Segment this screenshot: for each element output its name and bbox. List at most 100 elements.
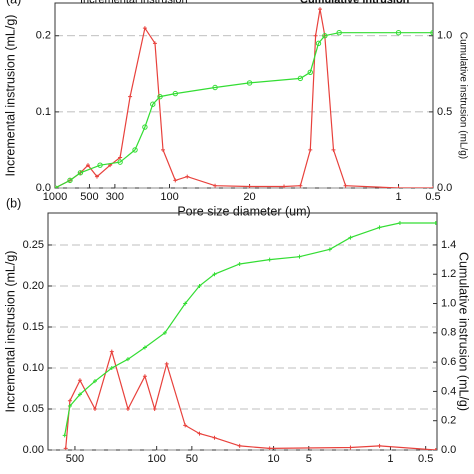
point: [125, 357, 130, 362]
y2-axis-label: Cumulative instrusion (mL/g): [457, 252, 471, 411]
point: [267, 257, 272, 262]
point: [142, 374, 147, 379]
point: [94, 174, 99, 179]
x-tick-label: 10: [267, 453, 279, 465]
point: [397, 220, 402, 225]
point: [164, 361, 169, 366]
point: [308, 147, 313, 152]
point: [125, 406, 130, 411]
y-tick-label: 0.10: [23, 362, 44, 374]
point: [430, 29, 433, 36]
point: [318, 7, 323, 12]
series-line: [55, 32, 433, 188]
point: [132, 147, 138, 153]
x-axis-label: Pore size diameter (um): [177, 204, 310, 218]
point: [331, 147, 336, 152]
point: [396, 186, 401, 188]
point: [62, 433, 67, 438]
point: [185, 174, 190, 179]
y2-tick-label: 1.2: [441, 268, 456, 280]
x-tick-label: 0.5: [425, 191, 440, 203]
point: [297, 254, 302, 259]
y-tick-label: 0.15: [23, 321, 44, 333]
point: [327, 247, 332, 252]
point: [197, 431, 202, 436]
panel-label: (b): [6, 196, 21, 210]
y2-tick-label: 0.2: [441, 415, 456, 427]
y2-tick-label: 0.0: [441, 444, 456, 456]
point: [77, 392, 82, 397]
point: [433, 448, 437, 450]
x-tick-label: 300: [106, 191, 124, 203]
point: [336, 29, 342, 36]
point: [109, 349, 114, 354]
point: [118, 155, 123, 160]
y-tick-label: 0.20: [23, 280, 44, 292]
point: [343, 183, 348, 188]
point: [213, 183, 218, 188]
x-tick-label: 1000: [43, 191, 67, 203]
point: [267, 446, 272, 450]
y2-tick-label: 1.4: [441, 239, 456, 251]
point: [77, 170, 84, 176]
y-tick-label: 0.25: [23, 239, 44, 251]
series-group: [55, 7, 433, 188]
y-axis-label: Incremental instrusion (mL/g): [3, 251, 17, 413]
point: [313, 33, 318, 38]
y2-tick-label: 0.5: [437, 106, 452, 118]
point: [322, 33, 328, 39]
plot-frame: [47, 212, 438, 451]
x-tick-label: 1: [387, 453, 393, 465]
legend-label: Incremental instrusion: [80, 0, 188, 6]
point: [298, 183, 303, 188]
point: [246, 80, 253, 86]
point: [152, 41, 157, 46]
y-tick-label: 0.0: [36, 182, 51, 194]
point: [307, 69, 313, 75]
point: [128, 94, 133, 99]
point: [212, 435, 217, 440]
point: [377, 443, 382, 448]
point: [172, 90, 179, 97]
panel-label: (a): [6, 0, 21, 6]
y2-tick-label: 0.0: [437, 182, 452, 194]
x-tick-label: 100: [147, 453, 165, 465]
series-group: [62, 220, 437, 450]
y2-axis-label: Cumulative instrusion (mL/g): [457, 32, 468, 159]
point: [237, 443, 242, 448]
point: [377, 225, 382, 230]
y2-tick-label: 1.0: [441, 297, 456, 309]
x-tick-label: 500: [80, 191, 98, 203]
point: [162, 330, 167, 335]
y2-tick-label: 0.6: [441, 356, 456, 368]
point: [150, 101, 156, 107]
point: [157, 93, 163, 100]
legend-label: Cumulative intrusion: [300, 0, 410, 6]
x-tick-label: 20: [243, 191, 255, 203]
point: [212, 272, 217, 277]
point: [237, 261, 242, 266]
point: [117, 159, 123, 165]
y-tick-label: 0.05: [23, 403, 44, 415]
x-tick-label: 1: [395, 191, 401, 203]
point: [67, 177, 73, 184]
point: [142, 345, 147, 350]
point: [247, 184, 252, 188]
y2-tick-label: 0.8: [441, 327, 456, 339]
point: [183, 423, 188, 428]
point: [348, 235, 353, 240]
point: [395, 29, 402, 36]
y-tick-label: 0.1: [36, 106, 51, 118]
point: [197, 283, 202, 288]
point: [152, 406, 157, 411]
point: [282, 184, 287, 188]
point: [77, 378, 82, 383]
x-tick-label: 100: [160, 191, 178, 203]
point: [109, 365, 114, 370]
x-tick-label: 500: [66, 453, 84, 465]
point: [63, 446, 68, 450]
plot-frame: [54, 2, 434, 189]
point: [297, 75, 304, 82]
point: [348, 445, 353, 450]
